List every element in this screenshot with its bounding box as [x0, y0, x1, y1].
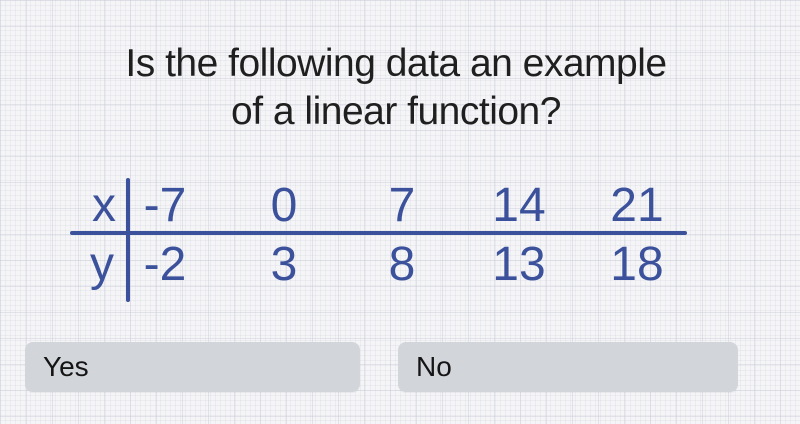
y-value-cell: 18	[610, 238, 664, 291]
x-value-cell: 0	[270, 179, 298, 232]
x-row-label: x	[92, 179, 116, 232]
y-value-cell: 8	[388, 238, 416, 291]
table-vertical-rule	[126, 178, 130, 302]
y-value-cell: -2	[143, 238, 187, 291]
x-value-cell: -7	[143, 179, 187, 232]
answer-no-label: No	[416, 351, 452, 382]
x-value-cell: 14	[492, 179, 546, 232]
question-title: Is the following data an example of a li…	[4, 40, 788, 136]
x-value-cell: 21	[610, 179, 664, 232]
y-value-cell: 3	[270, 238, 298, 291]
y-row-label: y	[90, 238, 114, 291]
answer-yes-label: Yes	[43, 351, 89, 382]
table-horizontal-rule	[70, 231, 687, 235]
answer-no-button[interactable]: No	[398, 342, 738, 392]
x-value-cell: 7	[388, 179, 416, 232]
question-title-line-1: Is the following data an example	[125, 42, 667, 85]
y-value-cell: 13	[492, 238, 546, 291]
answer-yes-button[interactable]: Yes	[25, 342, 360, 392]
question-title-line-2: of a linear function?	[231, 90, 561, 133]
